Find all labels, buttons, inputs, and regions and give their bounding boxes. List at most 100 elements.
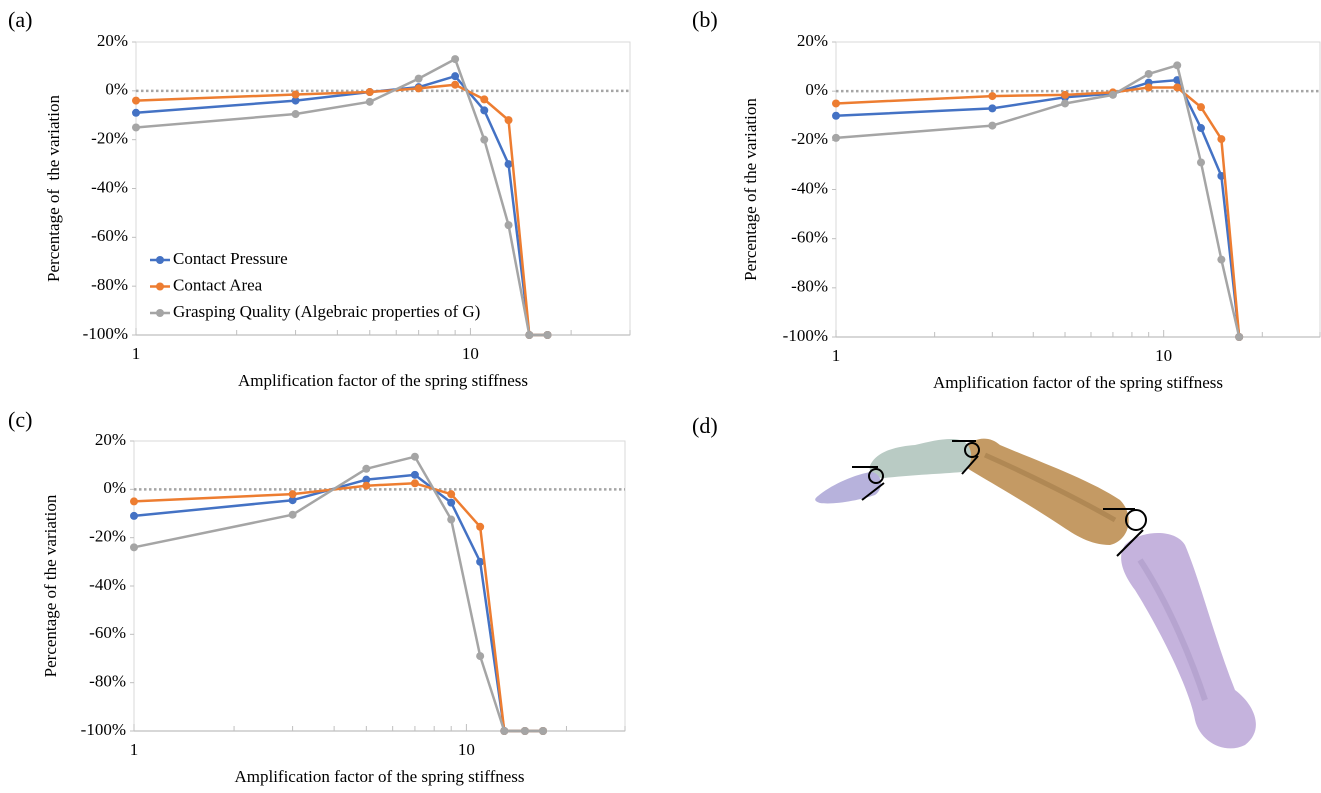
point: [1061, 99, 1070, 108]
point: [410, 479, 419, 488]
point: [130, 511, 138, 520]
point: [1144, 69, 1153, 78]
y-tick-label: 20%: [797, 31, 828, 50]
x-tick-label: 1: [130, 740, 139, 759]
y-tick-label: 0%: [103, 478, 126, 497]
point: [451, 55, 460, 64]
point: [1061, 90, 1070, 99]
point: [1196, 124, 1205, 133]
y-tick-label: -80%: [791, 277, 828, 296]
x-tick-label: 1: [832, 346, 841, 365]
point: [447, 498, 456, 507]
y-tick-label: -20%: [91, 129, 128, 148]
point: [362, 481, 371, 490]
point: [543, 331, 552, 339]
point: [520, 727, 529, 735]
y-tick-label: 0%: [805, 80, 828, 99]
series-line: [133, 482, 544, 733]
y-tick-label: -100%: [783, 326, 828, 345]
point: [291, 110, 300, 119]
chart: -100% -80% -60% -40% -20% 0% 20% 1 10 Amplificati…: [44, 31, 631, 390]
point: [525, 331, 534, 339]
y-tick-label: -20%: [89, 527, 126, 546]
point: [447, 515, 456, 524]
point: [1235, 333, 1244, 341]
point: [504, 116, 513, 125]
point: [288, 496, 297, 505]
point: [362, 475, 371, 484]
point: [365, 88, 374, 97]
y-tick-label: 20%: [95, 430, 126, 449]
series-line: [135, 74, 548, 337]
legend-label: Contact Area: [173, 275, 263, 294]
series-line: [835, 78, 1241, 338]
point: [365, 97, 374, 106]
point: [132, 123, 140, 132]
legend-marker: [156, 309, 164, 317]
chart: -100% -80% -60% -40% -20% 0% 20% 1 10 Amplificati…: [741, 31, 1321, 392]
series-line: [835, 86, 1241, 338]
point: [447, 490, 456, 499]
y-axis-title: Percentage of the variation: [741, 98, 760, 281]
point: [500, 727, 509, 735]
y-tick-label: 0%: [105, 80, 128, 99]
point: [288, 510, 297, 519]
point: [291, 90, 300, 99]
point: [480, 135, 489, 144]
point: [1144, 83, 1153, 92]
point: [451, 80, 460, 89]
x-axis-title: Amplification factor of the spring stiff…: [234, 767, 524, 786]
y-tick-label: -80%: [91, 275, 128, 294]
series-line: [133, 473, 544, 733]
panel-label: (d): [692, 413, 718, 438]
chart: -100% -80% -60% -40% -20% 0% 20% 1 10 Amplificati…: [41, 430, 626, 786]
point: [832, 111, 840, 120]
point: [832, 99, 840, 108]
point: [288, 490, 297, 499]
point: [410, 470, 419, 479]
x-tick-label: 1: [132, 344, 141, 363]
y-axis-title: Percentage of the variation: [41, 494, 60, 677]
point: [130, 543, 138, 552]
point: [414, 74, 423, 83]
point: [1217, 135, 1226, 144]
x-axis-title: Amplification factor of the spring stiff…: [933, 373, 1223, 392]
x-axis-title: Amplification factor of the spring stiff…: [238, 371, 528, 390]
point: [832, 133, 840, 142]
y-tick-label: -40%: [91, 177, 128, 196]
point: [988, 104, 997, 113]
legend-label: Grasping Quality (Algebraic properties o…: [173, 302, 480, 321]
point: [132, 108, 140, 117]
y-tick-label: -40%: [791, 178, 828, 197]
legend-marker: [156, 256, 164, 264]
y-tick-label: -20%: [791, 129, 828, 148]
y-tick-label: -40%: [89, 575, 126, 594]
x-tick-label: 10: [458, 740, 475, 759]
y-tick-label: -100%: [83, 324, 128, 343]
plot-frame: [835, 41, 1321, 338]
point: [132, 96, 140, 105]
point: [451, 72, 460, 81]
y-tick-label: -60%: [91, 226, 128, 245]
panel-label: (b): [692, 7, 718, 32]
point: [130, 497, 138, 506]
point: [362, 464, 371, 473]
point: [480, 95, 489, 104]
point: [476, 522, 485, 531]
y-tick-label: -60%: [89, 623, 126, 642]
point: [414, 84, 423, 93]
panel-label: (a): [8, 7, 32, 32]
point: [1173, 83, 1182, 92]
x-tick-label: 10: [1155, 346, 1172, 365]
legend-label: Contact Pressure: [173, 249, 288, 268]
y-tick-label: -60%: [791, 228, 828, 247]
x-tick-label: 10: [462, 344, 479, 363]
point: [1196, 103, 1205, 112]
y-tick-label: -80%: [89, 672, 126, 691]
point: [291, 96, 300, 105]
point: [476, 557, 485, 566]
point: [1217, 255, 1226, 264]
point: [1173, 61, 1182, 70]
point: [1196, 158, 1205, 167]
